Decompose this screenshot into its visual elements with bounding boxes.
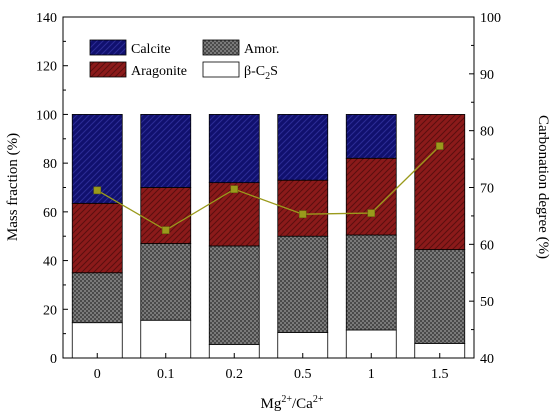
bar-amor--0_1 (140, 243, 192, 321)
bar-calcite-0_2 (208, 114, 260, 184)
bar-amor--0_5 (277, 235, 329, 333)
y2-axis-title: Carbonation degree (%) (535, 115, 550, 259)
bar-amor--0_2 (208, 245, 260, 346)
y2-tick-label: 100 (480, 11, 501, 26)
legend-label-aragonite: Aragonite (131, 64, 187, 79)
carbonation-point-1 (367, 209, 376, 217)
x-tick-label: 0.5 (294, 367, 312, 382)
bar-amor--0 (71, 272, 123, 324)
axes-layer: 0 20 40 60 80 100 120 140 40 50 60 70 80 90 100 0 0.1 0.2… (36, 11, 501, 382)
y-axis-title: Mass fraction (%) (5, 133, 21, 241)
x-tick-label: 0.2 (226, 367, 244, 382)
carbonation-point-0_2 (230, 185, 239, 193)
x-tick-label: 1 (368, 367, 375, 382)
y-tick-label: 20 (43, 303, 57, 318)
y2-tick-label: 50 (480, 295, 494, 310)
x-axis-title-sup1: 2+ (281, 394, 292, 405)
carbonation-point-0 (93, 186, 102, 195)
carbonation-point-0_5 (298, 210, 307, 219)
bar-aragonite-0_1 (140, 187, 192, 244)
x-axis-title-mid: /Ca (292, 396, 313, 412)
x-tick-label: 1.5 (431, 367, 449, 382)
carbonation-point-1_5 (435, 142, 444, 150)
x-tick-label: 0.1 (157, 367, 175, 382)
y-tick-label: 0 (50, 352, 57, 367)
bar-amor--1_5 (414, 249, 466, 344)
legend-label--c2s: β-C2S (244, 64, 278, 82)
bar-aragonite-1_5 (414, 114, 466, 251)
legend-swatch-aragonite (89, 61, 127, 78)
bar-calcite-1 (345, 114, 397, 159)
bar--c2s-0_1 (140, 319, 192, 359)
carbonation-line (96, 145, 441, 231)
y-tick-label: 80 (43, 157, 57, 172)
carbonation-point-0_1 (161, 226, 170, 234)
bar--c2s-0 (71, 322, 123, 359)
y-tick-label: 40 (43, 255, 57, 270)
legend-swatch-calcite (89, 39, 127, 56)
x-tick-label: 0 (94, 367, 101, 382)
carbonation-line-layer (93, 142, 444, 234)
legend-label-amor-: Amor. (244, 42, 279, 57)
x-axis-title: Mg2+/Ca2+ (261, 394, 324, 412)
legend: Calcite Amor. Aragonite β-C2S (89, 39, 279, 82)
bar-calcite-0_1 (140, 114, 192, 188)
y2-tick-label: 70 (480, 182, 494, 197)
y2-tick-label: 80 (480, 125, 494, 140)
y2-tick-label: 90 (480, 68, 494, 83)
legend-swatch-amor- (202, 39, 240, 56)
y2-tick-label: 60 (480, 238, 494, 253)
legend-label-calcite: Calcite (131, 42, 171, 57)
y-tick-label: 60 (43, 206, 57, 221)
y-tick-label: 140 (36, 11, 57, 26)
bar-amor--1 (345, 234, 397, 331)
y2-tick-label: 40 (480, 352, 494, 367)
x-axis-title-sup2: 2+ (313, 394, 324, 405)
bar-aragonite-0 (71, 202, 123, 274)
y-tick-label: 100 (36, 108, 57, 123)
bar-calcite-0_5 (277, 114, 329, 181)
bars-layer (71, 114, 466, 359)
y-tick-label: 120 (36, 60, 57, 75)
legend-swatch--c2s (202, 61, 240, 78)
x-axis-title-base: Mg (261, 396, 282, 412)
